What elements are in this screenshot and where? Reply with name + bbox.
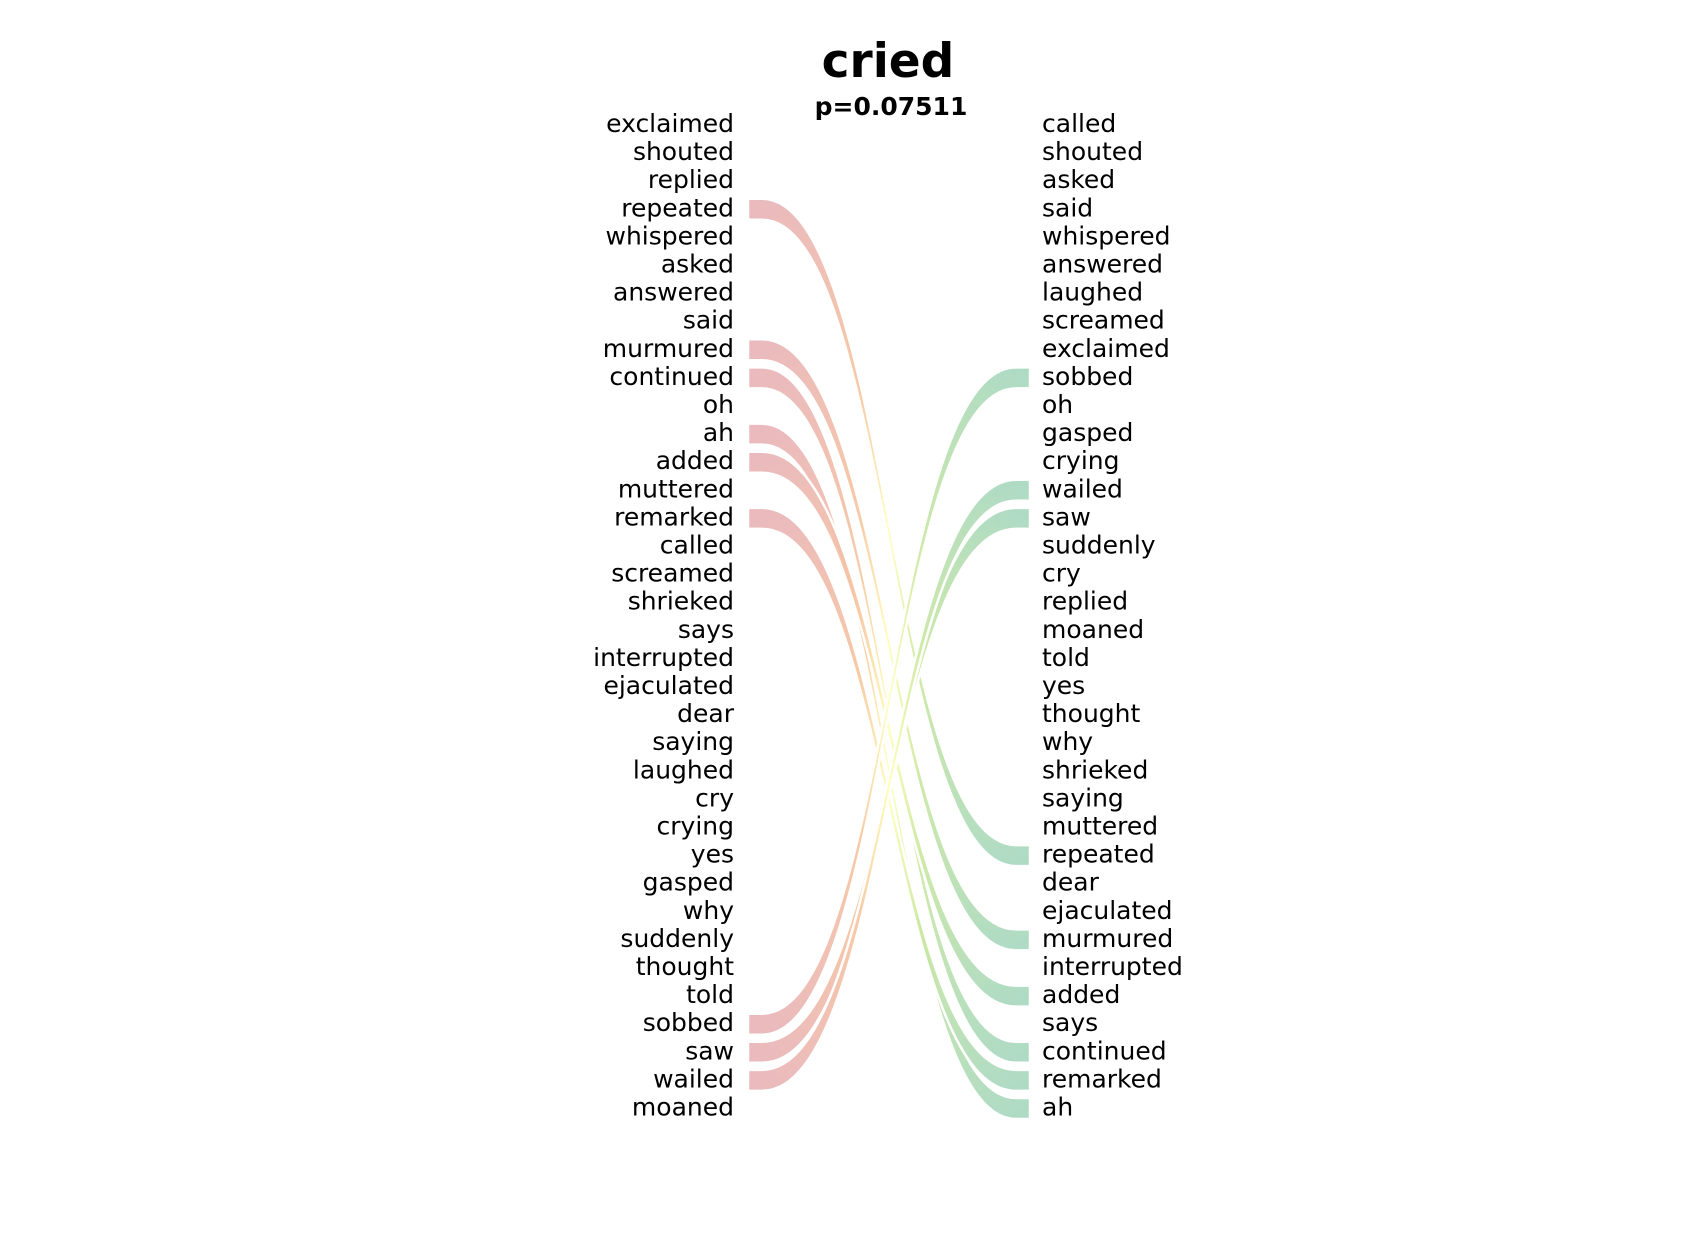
chart-subtitle: p=0.07511 [815,92,968,121]
link-sobbed [746,366,1032,1036]
left-word-label: repeated [621,193,734,222]
right-word-label: yes [1042,671,1085,700]
right-word-label: wailed [1042,474,1123,503]
right-word-label: suddenly [1042,531,1156,560]
right-word-label: sobbed [1042,362,1133,391]
left-word-label: oh [703,390,734,419]
left-word-column: exclaimedshoutedrepliedrepeatedwhispered… [593,109,735,1122]
left-word-label: saying [652,727,734,756]
right-word-label: said [1042,193,1093,222]
left-word-label: called [660,531,734,560]
right-word-label: why [1042,727,1093,756]
left-word-label: dear [677,699,735,728]
left-word-label: said [683,306,734,335]
link-murmured [746,338,1032,952]
right-word-label: murmured [1042,924,1173,953]
right-word-label: gasped [1042,418,1133,447]
link-wailed [746,478,1032,1093]
right-word-label: ejaculated [1042,896,1173,925]
left-word-label: murmured [603,334,734,363]
left-word-label: says [678,615,734,644]
left-word-label: ejaculated [603,671,734,700]
left-word-label: interrupted [593,643,734,672]
left-word-label: replied [648,165,734,194]
right-word-label: shrieked [1042,755,1148,784]
right-word-label: replied [1042,587,1128,616]
left-word-label: thought [636,952,735,981]
left-word-label: told [686,980,734,1009]
left-word-label: remarked [614,502,734,531]
right-word-label: called [1042,109,1116,138]
left-word-label: moaned [632,1093,734,1122]
right-word-label: repeated [1042,840,1155,869]
right-word-label: added [1042,980,1120,1009]
link-repeated [746,197,1032,868]
right-word-label: thought [1042,699,1141,728]
right-word-label: whispered [1042,221,1171,250]
left-word-label: ah [703,418,734,447]
right-word-label: interrupted [1042,952,1183,981]
left-word-label: muttered [618,474,734,503]
right-word-label: remarked [1042,1064,1162,1093]
right-word-label: muttered [1042,812,1158,841]
left-word-label: asked [661,250,734,279]
left-word-label: shouted [633,137,734,166]
left-word-label: yes [691,840,734,869]
right-word-label: continued [1042,1036,1167,1065]
left-word-label: cry [695,783,734,812]
link-layer [746,197,1032,1121]
left-word-label: continued [609,362,734,391]
right-word-column: calledshoutedaskedsaidwhisperedansweredl… [1042,109,1183,1122]
right-word-label: saying [1042,783,1124,812]
right-word-label: cry [1042,559,1081,588]
right-word-label: crying [1042,446,1119,475]
left-word-label: shrieked [628,587,734,616]
left-word-label: suddenly [620,924,734,953]
right-word-label: saw [1042,502,1091,531]
left-word-label: laughed [633,755,734,784]
left-word-label: why [683,896,734,925]
right-word-label: screamed [1042,306,1165,335]
right-word-label: moaned [1042,615,1144,644]
left-word-label: exclaimed [606,109,734,138]
right-word-label: asked [1042,165,1115,194]
right-word-label: says [1042,1008,1098,1037]
right-word-label: answered [1042,250,1163,279]
right-word-label: told [1042,643,1090,672]
chart-title: cried [822,34,955,89]
left-word-label: sobbed [643,1008,734,1037]
left-word-label: gasped [643,868,734,897]
left-word-label: screamed [611,559,734,588]
right-word-label: shouted [1042,137,1143,166]
right-word-label: ah [1042,1093,1073,1122]
left-word-label: whispered [606,221,735,250]
left-word-label: saw [685,1036,734,1065]
right-word-label: oh [1042,390,1073,419]
right-word-label: dear [1042,868,1100,897]
right-word-label: exclaimed [1042,334,1170,363]
link-added [746,450,1032,1008]
left-word-label: wailed [653,1064,734,1093]
left-word-label: crying [657,812,734,841]
right-word-label: laughed [1042,278,1143,307]
left-word-label: added [656,446,734,475]
left-word-label: answered [613,278,734,307]
